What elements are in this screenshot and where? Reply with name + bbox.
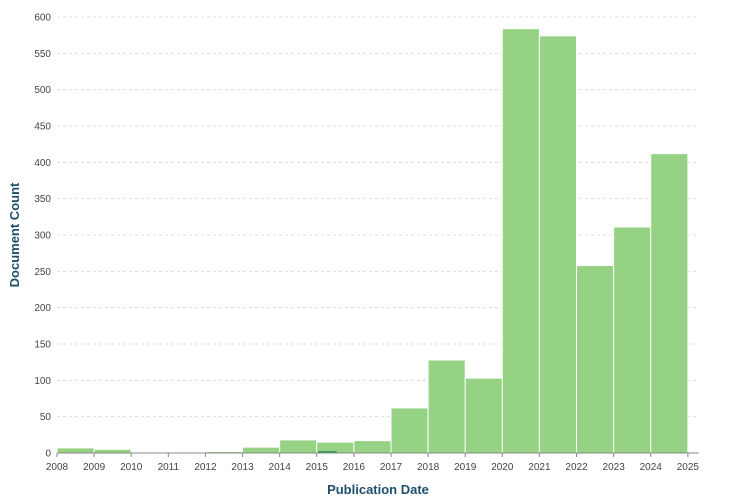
histogram-bar[interactable] [576, 265, 615, 454]
x-tick-label: 2019 [454, 462, 477, 473]
x-tick-label: 2010 [120, 462, 143, 473]
axes-layer: 0 50 100 150 200 250 300 350 400 450 500 550 600 2008… [34, 13, 699, 474]
y-tick-label: 200 [34, 303, 51, 314]
histogram-bar[interactable] [56, 447, 95, 454]
y-tick-label: 550 [34, 49, 51, 60]
y-tick-label: 150 [34, 340, 51, 351]
y-axis-title: Document Count [7, 182, 22, 287]
y-tick-label: 400 [34, 158, 51, 169]
x-tick-label: 2011 [158, 462, 180, 473]
x-tick-label: 2017 [380, 462, 403, 473]
histogram-bar[interactable] [464, 377, 503, 454]
y-tick-label: 350 [34, 194, 51, 205]
x-tick-label: 2023 [603, 462, 626, 473]
y-tick-label: 500 [34, 85, 51, 96]
x-tick-label: 2012 [194, 462, 217, 473]
histogram-bar[interactable] [427, 359, 466, 454]
x-tick-label: 2013 [231, 462, 254, 473]
x-tick-label: 2014 [269, 462, 292, 473]
x-tick-label: 2024 [640, 462, 663, 473]
x-tick-label: 2020 [491, 462, 514, 473]
y-tick-label: 600 [34, 13, 51, 24]
x-tick-label: 2025 [677, 462, 700, 473]
histogram-bar[interactable] [613, 226, 652, 454]
y-tick-label: 300 [34, 231, 51, 242]
histogram-bar[interactable] [501, 28, 540, 454]
bars-layer [56, 28, 689, 454]
x-tick-label: 2016 [343, 462, 366, 473]
y-tick-label: 250 [34, 267, 51, 278]
y-tick-label: 450 [34, 122, 51, 133]
x-tick-label: 2009 [83, 462, 106, 473]
y-tick-label: 100 [34, 376, 51, 387]
histogram-bar[interactable] [390, 407, 429, 454]
y-tick-label: 0 [45, 449, 51, 460]
y-tick-label: 50 [40, 412, 52, 423]
x-tick-label: 2008 [46, 462, 69, 473]
histogram-bar[interactable] [538, 35, 578, 454]
x-axis-title: Publication Date [327, 482, 429, 497]
histogram-bar[interactable] [242, 446, 281, 454]
histogram-bar[interactable] [650, 153, 689, 454]
histogram-bar[interactable] [353, 440, 392, 454]
histogram-bar[interactable] [93, 448, 132, 454]
x-tick-label: 2022 [565, 462, 588, 473]
x-tick-label: 2018 [417, 462, 440, 473]
x-tick-label: 2015 [306, 462, 329, 473]
x-tick-label: 2021 [528, 462, 551, 473]
histogram-bar[interactable] [279, 439, 318, 454]
